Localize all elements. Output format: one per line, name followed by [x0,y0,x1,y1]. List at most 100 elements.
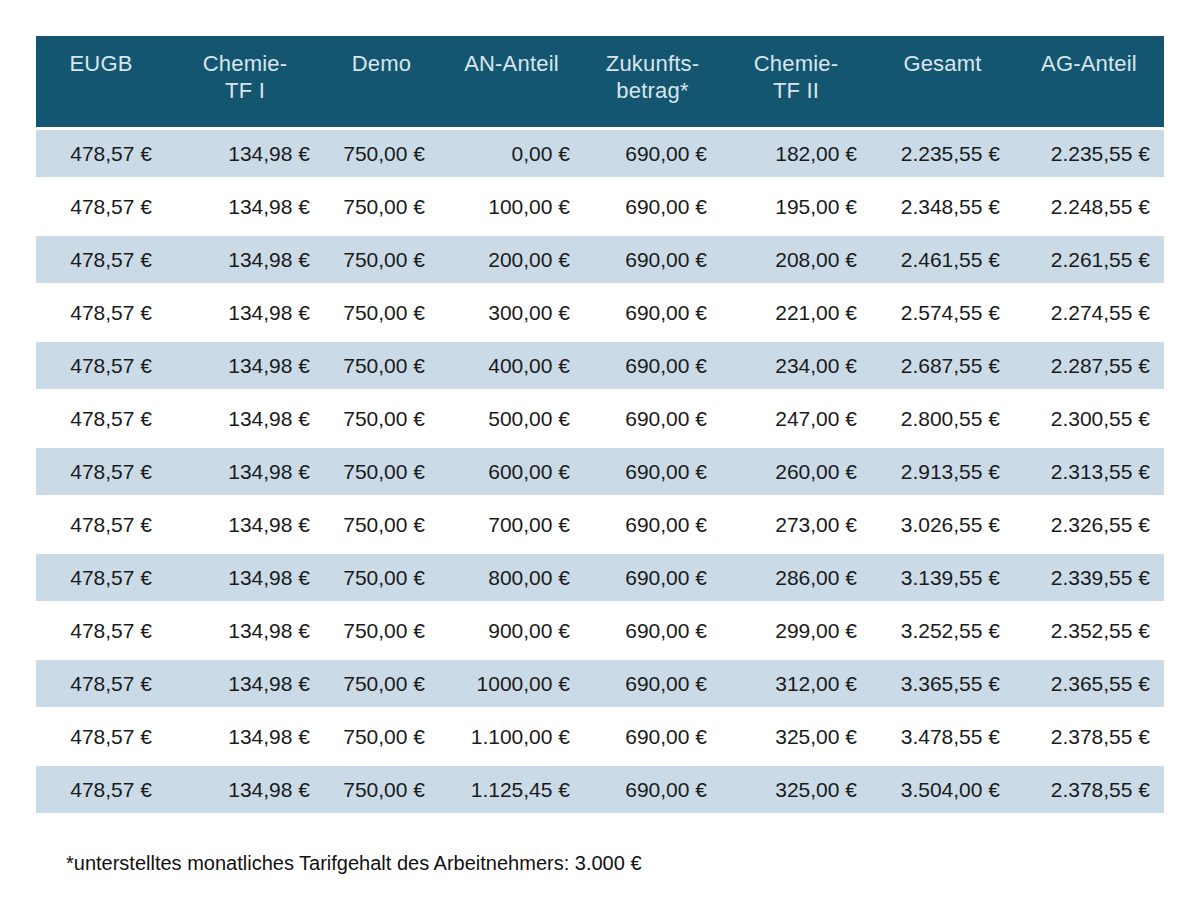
table-cell: 750,00 € [324,339,439,392]
table-cell: 690,00 € [584,286,721,339]
table-row: 478,57 €134,98 €750,00 €0,00 €690,00 €18… [36,127,1164,180]
table-cell: 750,00 € [324,445,439,498]
table-cell: 1000,00 € [439,657,584,710]
table-cell: 286,00 € [721,551,871,604]
table-cell: 750,00 € [324,763,439,816]
table-row: 478,57 €134,98 €750,00 €200,00 €690,00 €… [36,233,1164,286]
column-header-demo: Demo [324,36,439,127]
table-cell: 690,00 € [584,127,721,180]
table-cell: 134,98 € [166,339,324,392]
table-cell: 299,00 € [721,604,871,657]
table-cell: 750,00 € [324,286,439,339]
table-cell: 478,57 € [36,127,166,180]
footnote: *unterstelltes monatliches Tarifgehalt d… [66,852,642,875]
table-cell: 750,00 € [324,127,439,180]
table-cell: 134,98 € [166,127,324,180]
table-body: 478,57 €134,98 €750,00 €0,00 €690,00 €18… [36,127,1164,816]
table-cell: 690,00 € [584,710,721,763]
table-cell: 750,00 € [324,657,439,710]
table-cell: 690,00 € [584,604,721,657]
table-row: 478,57 €134,98 €750,00 €800,00 €690,00 €… [36,551,1164,604]
column-header-chemie-tf-2: Chemie-TF II [721,36,871,127]
table-row: 478,57 €134,98 €750,00 €1000,00 €690,00 … [36,657,1164,710]
table-cell: 2.300,55 € [1014,392,1164,445]
table-row: 478,57 €134,98 €750,00 €500,00 €690,00 €… [36,392,1164,445]
table-cell: 2.313,55 € [1014,445,1164,498]
table-cell: 312,00 € [721,657,871,710]
table-cell: 2.326,55 € [1014,498,1164,551]
table-cell: 2.378,55 € [1014,710,1164,763]
table-cell: 690,00 € [584,498,721,551]
table-cell: 2.574,55 € [871,286,1014,339]
contribution-table-slide: EUGBChemie-TF IDemoAN-AnteilZukunfts-bet… [0,0,1200,912]
table-cell: 325,00 € [721,763,871,816]
table-cell: 182,00 € [721,127,871,180]
table-cell: 2.461,55 € [871,233,1014,286]
table-cell: 478,57 € [36,233,166,286]
table-cell: 690,00 € [584,551,721,604]
table-cell: 2.339,55 € [1014,551,1164,604]
table-cell: 2.261,55 € [1014,233,1164,286]
table-cell: 134,98 € [166,498,324,551]
table-row: 478,57 €134,98 €750,00 €1.125,45 €690,00… [36,763,1164,816]
table-cell: 3.504,00 € [871,763,1014,816]
table-cell: 2.235,55 € [1014,127,1164,180]
table-cell: 134,98 € [166,551,324,604]
table-cell: 273,00 € [721,498,871,551]
table-cell: 3.365,55 € [871,657,1014,710]
table-cell: 690,00 € [584,763,721,816]
table-cell: 2.913,55 € [871,445,1014,498]
table-cell: 400,00 € [439,339,584,392]
table-cell: 134,98 € [166,392,324,445]
table-cell: 2.235,55 € [871,127,1014,180]
table-cell: 134,98 € [166,763,324,816]
column-header-gesamt: Gesamt [871,36,1014,127]
table-cell: 478,57 € [36,763,166,816]
table-cell: 3.139,55 € [871,551,1014,604]
table-cell: 690,00 € [584,339,721,392]
table-cell: 3.478,55 € [871,710,1014,763]
table-cell: 2.352,55 € [1014,604,1164,657]
table-header-row: EUGBChemie-TF IDemoAN-AnteilZukunfts-bet… [36,36,1164,127]
table-cell: 3.026,55 € [871,498,1014,551]
table-cell: 0,00 € [439,127,584,180]
table-cell: 478,57 € [36,445,166,498]
column-header-chemie-tf-1: Chemie-TF I [166,36,324,127]
table-cell: 690,00 € [584,657,721,710]
table-cell: 690,00 € [584,233,721,286]
table-cell: 300,00 € [439,286,584,339]
table-cell: 478,57 € [36,657,166,710]
table-cell: 750,00 € [324,604,439,657]
table-cell: 2.687,55 € [871,339,1014,392]
table-row: 478,57 €134,98 €750,00 €400,00 €690,00 €… [36,339,1164,392]
table-cell: 750,00 € [324,392,439,445]
table-cell: 100,00 € [439,180,584,233]
table-cell: 750,00 € [324,710,439,763]
column-header-eugb: EUGB [36,36,166,127]
column-header-zukunftsbetrag: Zukunfts-betrag* [584,36,721,127]
table-cell: 2.287,55 € [1014,339,1164,392]
table-cell: 750,00 € [324,551,439,604]
column-header-an-anteil: AN-Anteil [439,36,584,127]
table-cell: 200,00 € [439,233,584,286]
table-row: 478,57 €134,98 €750,00 €700,00 €690,00 €… [36,498,1164,551]
table-cell: 900,00 € [439,604,584,657]
contribution-table: EUGBChemie-TF IDemoAN-AnteilZukunfts-bet… [36,36,1164,816]
table-cell: 750,00 € [324,180,439,233]
table-row: 478,57 €134,98 €750,00 €100,00 €690,00 €… [36,180,1164,233]
table-row: 478,57 €134,98 €750,00 €1.100,00 €690,00… [36,710,1164,763]
table-cell: 195,00 € [721,180,871,233]
table-cell: 2.248,55 € [1014,180,1164,233]
table-cell: 2.348,55 € [871,180,1014,233]
table-cell: 3.252,55 € [871,604,1014,657]
column-header-ag-anteil: AG-Anteil [1014,36,1164,127]
table-row: 478,57 €134,98 €750,00 €300,00 €690,00 €… [36,286,1164,339]
table-cell: 478,57 € [36,339,166,392]
table-cell: 600,00 € [439,445,584,498]
table-cell: 800,00 € [439,551,584,604]
table-cell: 247,00 € [721,392,871,445]
table-cell: 2.365,55 € [1014,657,1164,710]
table-cell: 2.800,55 € [871,392,1014,445]
table-cell: 325,00 € [721,710,871,763]
table-cell: 478,57 € [36,551,166,604]
